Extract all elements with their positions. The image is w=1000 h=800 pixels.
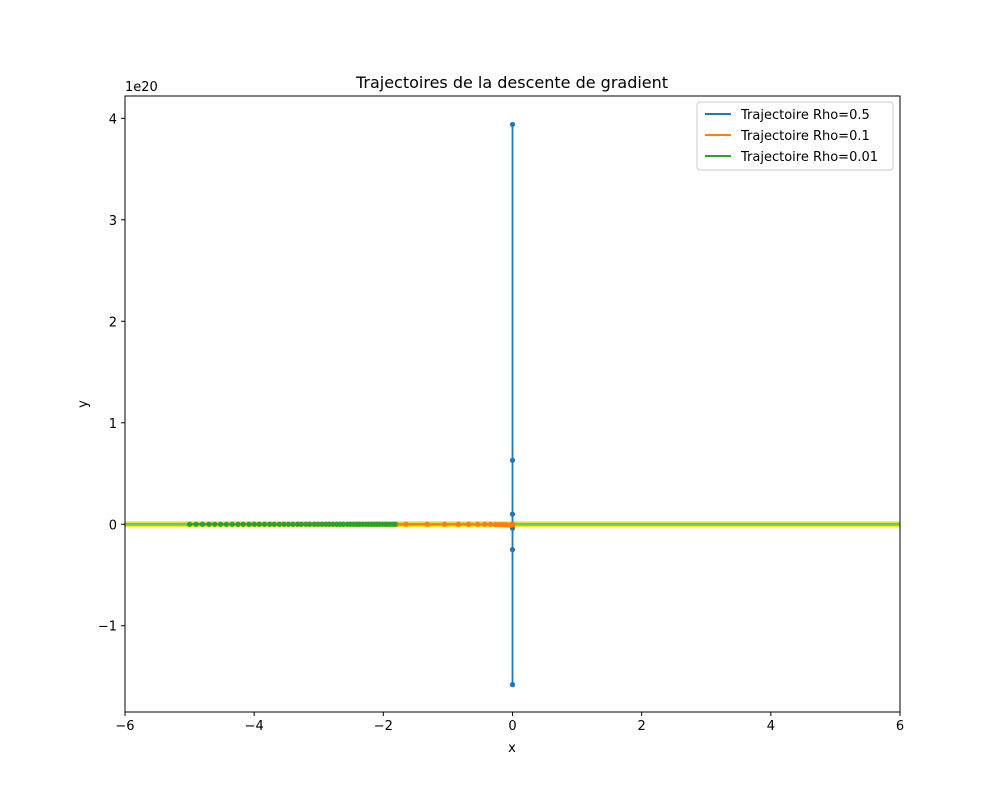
data-point: [465, 521, 472, 527]
y-tick-label: −1: [98, 620, 117, 635]
data-point: [403, 521, 409, 527]
data-point: [235, 521, 241, 527]
data-point: [229, 521, 235, 527]
x-tick-label: 4: [767, 719, 775, 734]
data-point: [326, 521, 332, 527]
y-scale-offset: 1e20: [125, 80, 158, 95]
x-tick-label: −4: [245, 719, 264, 734]
data-point: [276, 521, 282, 527]
data-point: [199, 521, 206, 527]
x-tick-label: 2: [638, 719, 646, 734]
y-axis: −1 0 1 2 3 4: [98, 112, 125, 635]
data-point: [455, 521, 461, 527]
data-point: [319, 521, 325, 527]
x-tick-label: 6: [896, 719, 904, 734]
data-point: [290, 521, 296, 527]
y-axis-label: y: [76, 400, 91, 408]
data-point: [330, 521, 336, 527]
data-point: [340, 521, 346, 527]
y-tick-label: 1: [109, 417, 117, 432]
data-point: [392, 521, 398, 527]
data-point: [307, 521, 313, 527]
data-point: [212, 521, 218, 527]
data-point: [193, 521, 199, 527]
data-point: [487, 521, 494, 527]
legend: Trajectoire Rho=0.5 Trajectoire Rho=0.1 Tr…: [696, 101, 894, 171]
data-point: [311, 521, 317, 527]
legend-label: Trajectoire Rho=0.1: [740, 129, 870, 144]
data-point: [267, 521, 273, 527]
data-point: [509, 547, 516, 553]
x-tick-label: −6: [115, 719, 134, 734]
x-tick-label: 0: [508, 719, 516, 734]
series-layer: [186, 121, 516, 688]
y-tick-label: 2: [109, 315, 117, 330]
legend-label: Trajectoire Rho=0.5: [740, 108, 870, 123]
data-point: [285, 521, 291, 527]
data-point: [251, 521, 257, 527]
chart-title: Trajectoires de la descente de gradient: [355, 73, 668, 92]
legend-label: Trajectoire Rho=0.01: [740, 150, 878, 165]
data-point: [223, 521, 229, 527]
data-point: [509, 521, 516, 527]
x-axis-label: x: [508, 741, 516, 756]
data-point: [240, 521, 246, 527]
data-point: [509, 682, 516, 688]
data-point: [509, 121, 516, 128]
y-tick-label: 3: [109, 214, 117, 229]
y-tick-label: 0: [109, 518, 117, 533]
data-point: [294, 521, 301, 527]
data-point: [206, 521, 212, 527]
data-point: [298, 521, 304, 527]
y-tick-label: 4: [109, 112, 117, 127]
data-point: [509, 511, 516, 517]
data-point: [424, 521, 430, 527]
data-point: [271, 521, 277, 527]
data-point: [509, 457, 516, 463]
data-point: [246, 521, 252, 527]
data-point: [186, 521, 193, 527]
data-point: [256, 521, 262, 527]
data-point: [303, 521, 309, 527]
data-point: [482, 521, 488, 527]
data-point: [217, 521, 224, 527]
data-point: [281, 521, 287, 527]
data-point: [442, 521, 448, 527]
x-axis: −6 −4 −2 0 2 4 6: [115, 712, 904, 734]
data-point: [475, 521, 481, 527]
data-point: [315, 521, 321, 527]
legend-box: [696, 101, 894, 171]
x-tick-label: −2: [374, 719, 393, 734]
data-point: [261, 521, 268, 527]
